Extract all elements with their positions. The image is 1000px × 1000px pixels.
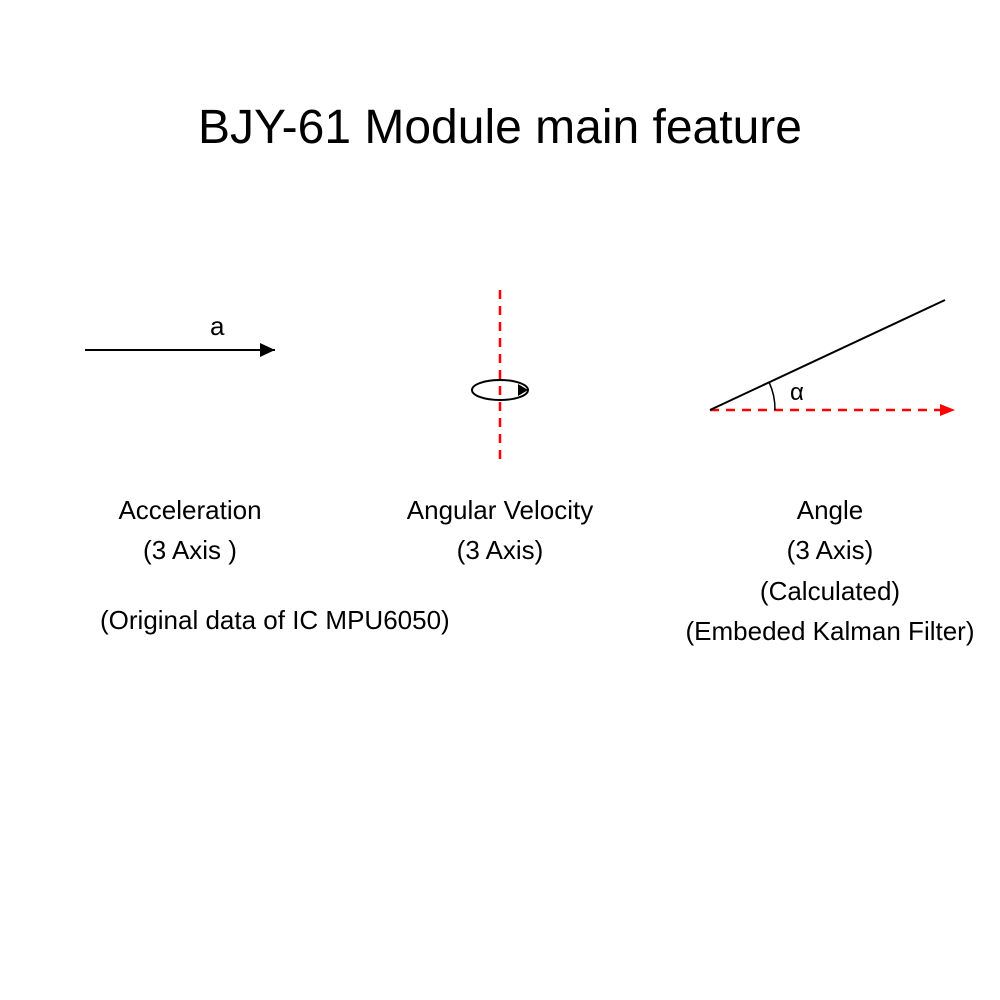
acc-label-2: (3 Axis ) <box>50 530 330 570</box>
acceleration-arrow-icon: a <box>80 295 300 375</box>
angle-label-2: (3 Axis) <box>680 530 980 570</box>
angle-label-1: Angle <box>680 490 980 530</box>
angle-icon: α <box>690 280 970 440</box>
angular-velocity-icon <box>430 285 570 475</box>
acc-glyph: a <box>210 311 225 341</box>
ang-label-2: (3 Axis) <box>360 530 640 570</box>
footnote-mpu6050: (Original data of IC MPU6050) <box>100 605 450 636</box>
page-title: BJY-61 Module main feature <box>0 100 1000 155</box>
angle-glyph: α <box>790 379 804 406</box>
feature-angle: α Angle (3 Axis) (Calculated) (Embeded K… <box>680 280 980 651</box>
ang-label-1: Angular Velocity <box>360 490 640 530</box>
angle-label-3: (Calculated) <box>680 571 980 611</box>
angle-label-4: (Embeded Kalman Filter) <box>680 611 980 651</box>
feature-acceleration: a Acceleration (3 Axis ) <box>50 295 330 571</box>
acc-label-1: Acceleration <box>50 490 330 530</box>
feature-angular-velocity: Angular Velocity (3 Axis) <box>360 285 640 571</box>
